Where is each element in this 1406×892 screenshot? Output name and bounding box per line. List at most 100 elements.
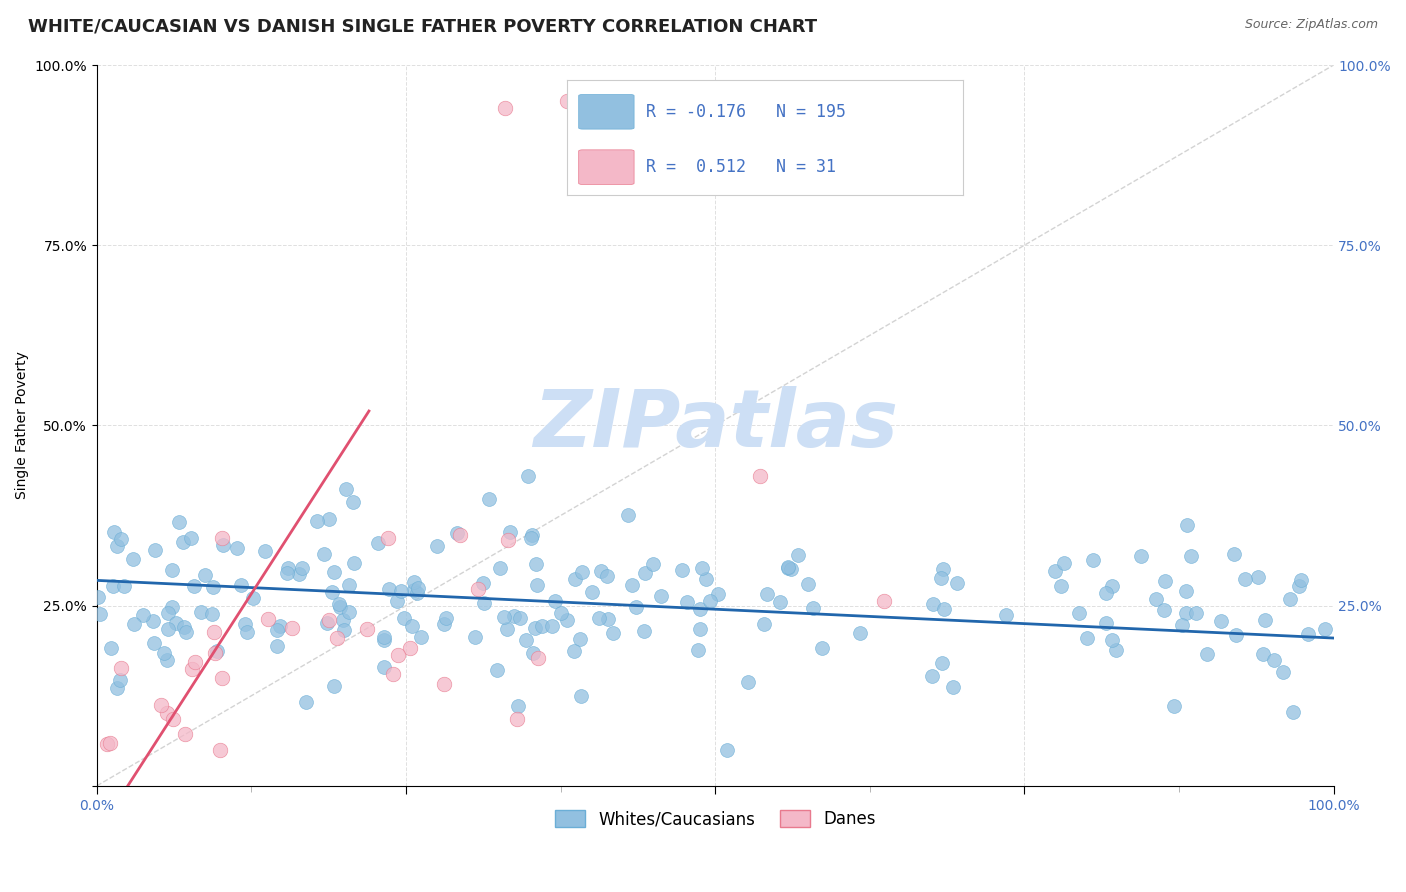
Point — [100, 641, 122, 656]
Point — [522, 528, 544, 542]
Point — [934, 601, 956, 615]
Point — [381, 666, 404, 681]
Point — [367, 535, 389, 549]
Point — [946, 576, 969, 591]
Point — [689, 622, 711, 636]
Point — [266, 639, 288, 653]
Point — [921, 669, 943, 683]
Point — [1130, 549, 1153, 564]
Point — [932, 562, 955, 576]
Point — [707, 587, 730, 601]
Point — [110, 532, 132, 546]
Point — [329, 599, 352, 614]
Point — [1105, 643, 1128, 657]
Point — [389, 584, 412, 599]
Point — [569, 632, 592, 647]
Point — [392, 611, 415, 625]
Point — [446, 526, 468, 541]
Point — [1101, 579, 1123, 593]
Point — [318, 613, 340, 627]
Point — [464, 630, 486, 644]
Point — [211, 538, 233, 552]
Point — [1171, 617, 1194, 632]
Point — [1095, 586, 1118, 600]
Point — [266, 623, 288, 637]
Point — [1095, 616, 1118, 631]
Point — [142, 614, 165, 628]
Point — [929, 570, 952, 584]
Point — [408, 581, 430, 595]
Point — [426, 540, 449, 554]
Point — [256, 612, 278, 626]
Point — [157, 622, 180, 636]
Point — [472, 596, 495, 610]
Point — [931, 656, 953, 670]
Point — [1067, 607, 1090, 621]
Point — [617, 508, 640, 522]
Point — [162, 712, 184, 726]
Point — [1247, 570, 1270, 584]
Point — [671, 563, 693, 577]
Point — [180, 531, 202, 545]
Point — [404, 574, 426, 589]
Point — [1175, 606, 1198, 620]
Point — [193, 568, 215, 582]
Point — [602, 626, 624, 640]
Point — [183, 655, 205, 669]
Point — [337, 577, 360, 591]
Point — [174, 727, 197, 741]
Point — [404, 583, 426, 598]
Point — [1223, 547, 1246, 561]
Point — [169, 516, 191, 530]
Point — [494, 101, 516, 115]
Point — [226, 541, 249, 556]
Point — [373, 660, 395, 674]
Point — [589, 565, 612, 579]
Point — [176, 625, 198, 640]
Point — [675, 595, 697, 609]
Point — [562, 644, 585, 658]
Point — [401, 618, 423, 632]
Point — [555, 613, 578, 627]
Point — [343, 556, 366, 570]
Point — [689, 602, 711, 616]
Point — [495, 622, 517, 636]
Point — [555, 94, 578, 108]
Point — [387, 648, 409, 662]
Point — [776, 560, 799, 574]
Point — [571, 565, 593, 579]
Point — [508, 698, 530, 713]
Point — [716, 743, 738, 757]
Point — [356, 622, 378, 636]
Point — [156, 706, 179, 720]
Point — [87, 591, 110, 605]
Point — [849, 625, 872, 640]
Point — [749, 469, 772, 483]
Point — [277, 561, 299, 575]
Point — [596, 612, 619, 626]
Point — [377, 582, 399, 596]
Point — [377, 531, 399, 545]
Point — [515, 633, 537, 648]
Point — [112, 579, 135, 593]
Point — [1076, 632, 1098, 646]
Point — [522, 646, 544, 660]
Point — [621, 577, 644, 591]
Point — [695, 573, 717, 587]
Point — [323, 565, 346, 579]
Point — [488, 560, 510, 574]
Point — [103, 579, 125, 593]
Point — [201, 580, 224, 594]
Point — [202, 625, 225, 640]
Point — [433, 677, 456, 691]
Point — [581, 585, 603, 599]
Point — [690, 561, 713, 575]
Point — [527, 651, 550, 665]
Point — [1289, 573, 1312, 587]
Point — [180, 662, 202, 676]
Point — [318, 512, 340, 526]
Point — [204, 646, 226, 660]
Point — [332, 613, 354, 627]
Point — [544, 594, 567, 608]
Point — [305, 514, 328, 528]
